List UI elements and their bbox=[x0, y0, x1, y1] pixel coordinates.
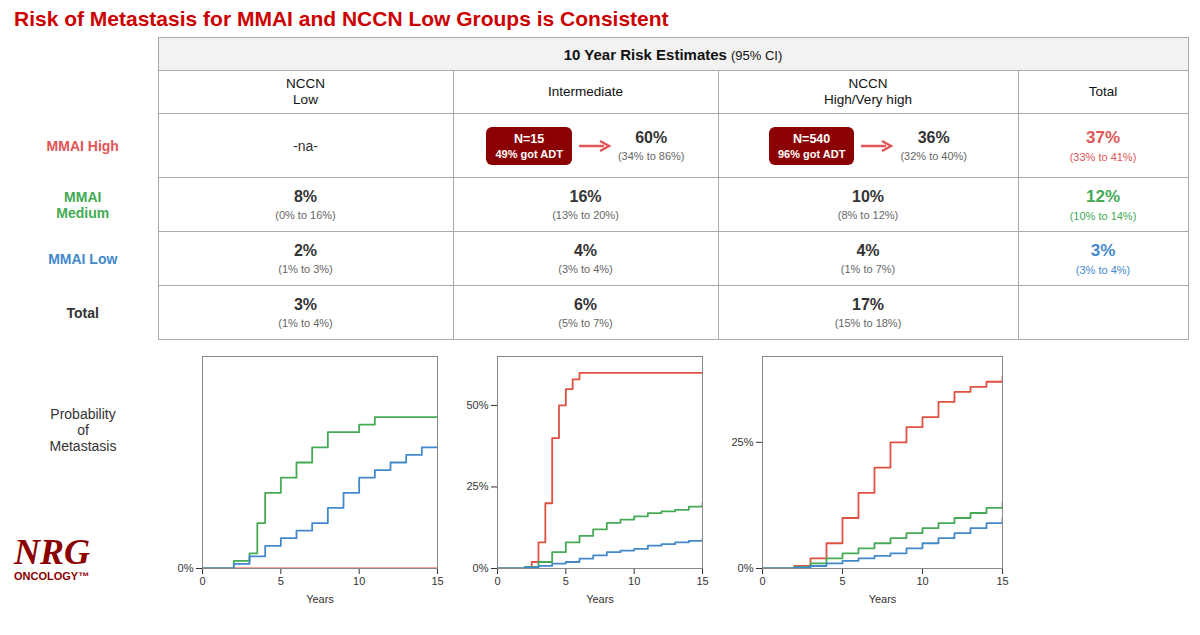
svg-text:15: 15 bbox=[431, 575, 443, 587]
html-text:NCCN Low: NCCN Low bbox=[286, 75, 325, 107]
html-text:(3% to 4%): (3% to 4%) bbox=[1075, 264, 1131, 276]
svg-text:Years: Years bbox=[586, 593, 614, 605]
svg-text:25%: 25% bbox=[466, 480, 488, 492]
html-text:3%: 3% bbox=[1090, 241, 1116, 260]
html-text:(3% to 4%): (3% to 4%) bbox=[558, 263, 613, 275]
html-text:6%: 6% bbox=[573, 296, 597, 313]
html-text:MMAI Medium: MMAI Medium bbox=[56, 188, 110, 221]
svg-text:10: 10 bbox=[628, 575, 640, 587]
svg-text:0%: 0% bbox=[738, 562, 754, 574]
html-text:NCCN High/Very high: NCCN High/Very high bbox=[824, 75, 912, 107]
svg-text:50%: 50% bbox=[466, 399, 488, 411]
html-text:(10% to 14%): (10% to 14%) bbox=[1069, 210, 1137, 222]
html-text:4%: 4% bbox=[573, 242, 597, 259]
html-text:(1% to 3%): (1% to 3%) bbox=[278, 263, 333, 275]
html-text:(8% to 12%): (8% to 12%) bbox=[837, 209, 899, 221]
html-text:NRG: NRG bbox=[14, 532, 90, 572]
html-text:Total: Total bbox=[66, 304, 99, 321]
svg-text:5: 5 bbox=[278, 575, 284, 587]
html-text:10%: 10% bbox=[852, 188, 884, 205]
html-text:Risk of Metastasis for MMAI an: Risk of Metastasis for MMAI and NCCN Low… bbox=[14, 7, 669, 30]
html-text:96% got ADT: 96% got ADT bbox=[778, 147, 846, 160]
html-text:2%: 2% bbox=[293, 242, 317, 259]
html-text:MMAI Low: MMAI Low bbox=[48, 250, 118, 267]
html-text:3%: 3% bbox=[293, 296, 317, 313]
html-text:10 Year Risk Estimates (95% CI: 10 Year Risk Estimates (95% CI) bbox=[563, 45, 783, 63]
svg-text:15: 15 bbox=[696, 575, 708, 587]
svg-text:0: 0 bbox=[494, 575, 500, 587]
html-text:ONCOLOGY™: ONCOLOGY™ bbox=[14, 570, 90, 582]
svg-text:10: 10 bbox=[353, 575, 365, 587]
html-text:(32% to 40%): (32% to 40%) bbox=[900, 150, 967, 162]
html-text:(1% to 4%): (1% to 4%) bbox=[278, 317, 333, 329]
html-text:60%: 60% bbox=[635, 129, 668, 146]
svg-text:25%: 25% bbox=[731, 436, 753, 448]
svg-text:5: 5 bbox=[563, 575, 569, 587]
html-text:(5% to 7%): (5% to 7%) bbox=[558, 317, 613, 329]
svg-text:5: 5 bbox=[839, 575, 845, 587]
html-text:N=15: N=15 bbox=[514, 131, 545, 146]
html-text:(0% to 16%): (0% to 16%) bbox=[275, 209, 336, 221]
svg-text:0%: 0% bbox=[178, 562, 194, 574]
html-text:8%: 8% bbox=[293, 188, 318, 205]
html-text:37%: 37% bbox=[1086, 128, 1120, 147]
html-text:Intermediate: Intermediate bbox=[548, 83, 623, 99]
html-text:12%: 12% bbox=[1086, 187, 1120, 206]
html-text:36%: 36% bbox=[917, 129, 950, 146]
svg-text:Years: Years bbox=[306, 593, 334, 605]
html-text:16%: 16% bbox=[569, 188, 602, 205]
html-text:49% got ADT: 49% got ADT bbox=[495, 147, 563, 160]
html-text:(15% to 18%): (15% to 18%) bbox=[834, 317, 902, 329]
html-text:(1% to 7%): (1% to 7%) bbox=[840, 263, 896, 275]
html-text:4%: 4% bbox=[856, 242, 880, 259]
html-text:Probability of Metastasis: Probability of Metastasis bbox=[49, 406, 117, 454]
html-text:(13% to 20%): (13% to 20%) bbox=[552, 209, 619, 221]
html-text:MMAI High: MMAI High bbox=[46, 137, 119, 154]
html-text:17%: 17% bbox=[852, 296, 884, 313]
html-text:N=540: N=540 bbox=[793, 131, 831, 146]
svg-text:0: 0 bbox=[759, 575, 765, 587]
html-text:(34% to 86%): (34% to 86%) bbox=[617, 150, 685, 162]
html-text:Total: Total bbox=[1088, 83, 1118, 99]
svg-text:10: 10 bbox=[916, 575, 928, 587]
html-text:-na-: -na- bbox=[293, 137, 318, 154]
svg-text:0: 0 bbox=[199, 575, 205, 587]
svg-text:0%: 0% bbox=[473, 562, 489, 574]
html-text:(33% to 41%): (33% to 41%) bbox=[1069, 151, 1137, 163]
svg-text:15: 15 bbox=[996, 575, 1008, 587]
svg-text:Years: Years bbox=[869, 593, 897, 605]
